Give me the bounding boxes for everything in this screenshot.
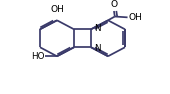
Text: OH: OH [51, 5, 65, 14]
Text: N: N [94, 44, 101, 53]
Text: HO: HO [31, 52, 44, 61]
Text: O: O [110, 0, 117, 9]
Text: OH: OH [128, 13, 142, 22]
Text: N: N [94, 24, 101, 33]
